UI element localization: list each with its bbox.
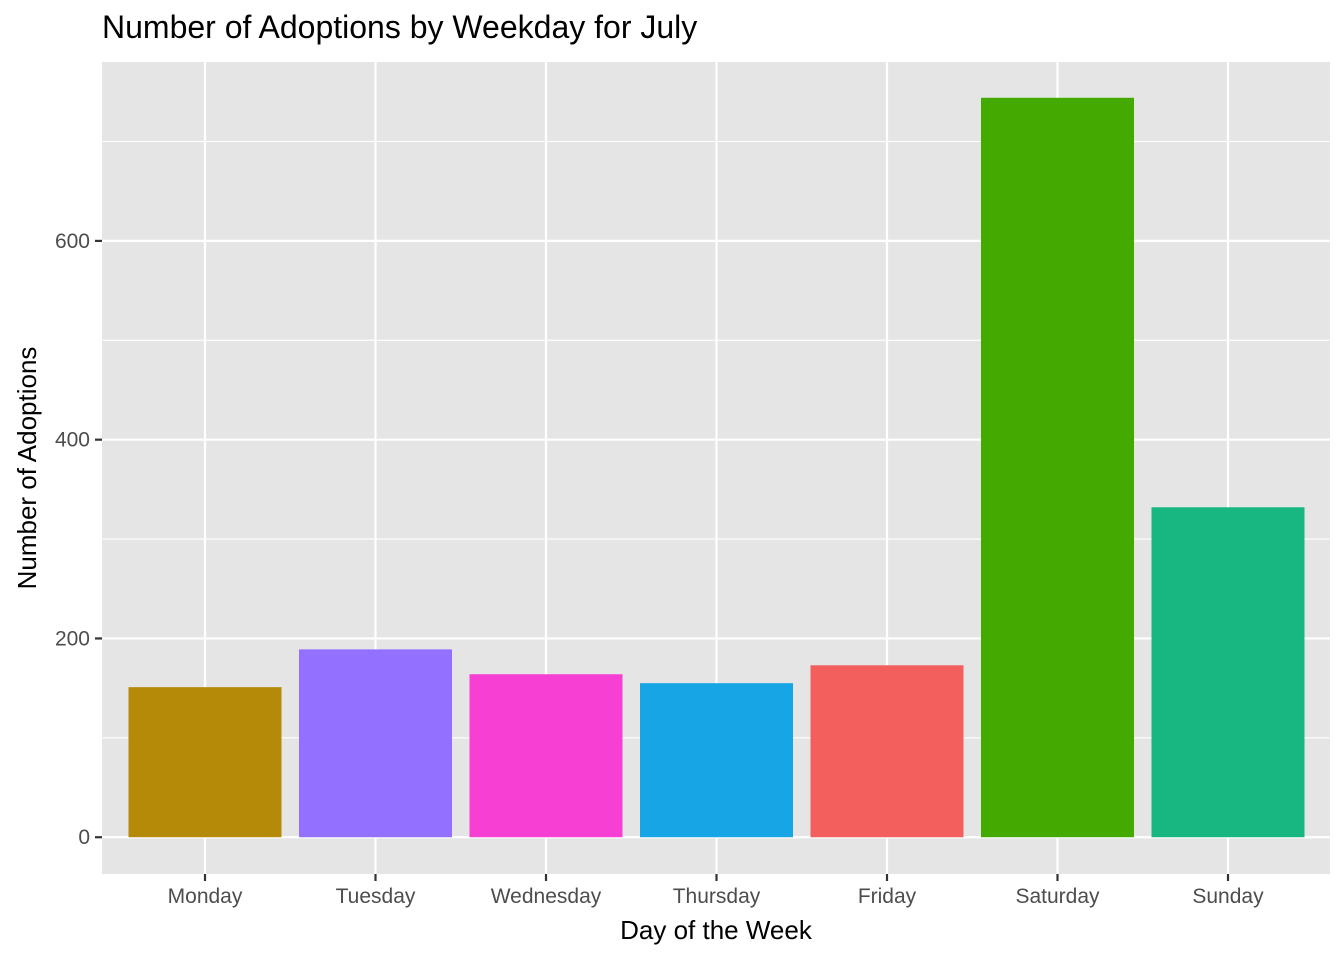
x-axis: Monday Tuesday Wednesday Thursday Friday Satu… bbox=[168, 874, 1264, 908]
x-tick-label: Sunday bbox=[1192, 885, 1264, 908]
y-axis-label: Number of Adoptions bbox=[12, 347, 42, 590]
y-tick-label: 400 bbox=[55, 429, 90, 452]
bar-tuesday bbox=[299, 649, 452, 838]
bars bbox=[128, 97, 1305, 838]
x-tick-label: Saturday bbox=[1015, 885, 1100, 908]
bar-friday bbox=[810, 665, 964, 838]
bar-monday bbox=[128, 687, 282, 838]
y-tick-label: 200 bbox=[55, 627, 90, 650]
bar-saturday bbox=[981, 97, 1134, 838]
y-axis: 0 200 400 600 bbox=[55, 230, 102, 849]
chart-title: Number of Adoptions by Weekday for July bbox=[102, 9, 697, 45]
y-tick-label: 600 bbox=[55, 230, 90, 253]
x-axis-label: Day of the Week bbox=[620, 915, 813, 945]
x-tick-label: Tuesday bbox=[336, 885, 416, 908]
x-tick-label: Wednesday bbox=[491, 885, 602, 908]
x-tick-label: Monday bbox=[168, 885, 243, 908]
bar-sunday bbox=[1151, 507, 1305, 838]
x-tick-label: Friday bbox=[858, 885, 917, 908]
x-tick-label: Thursday bbox=[673, 885, 761, 908]
bar-thursday bbox=[640, 683, 793, 838]
y-tick-label: 0 bbox=[78, 826, 90, 849]
bar-wednesday bbox=[469, 674, 623, 838]
